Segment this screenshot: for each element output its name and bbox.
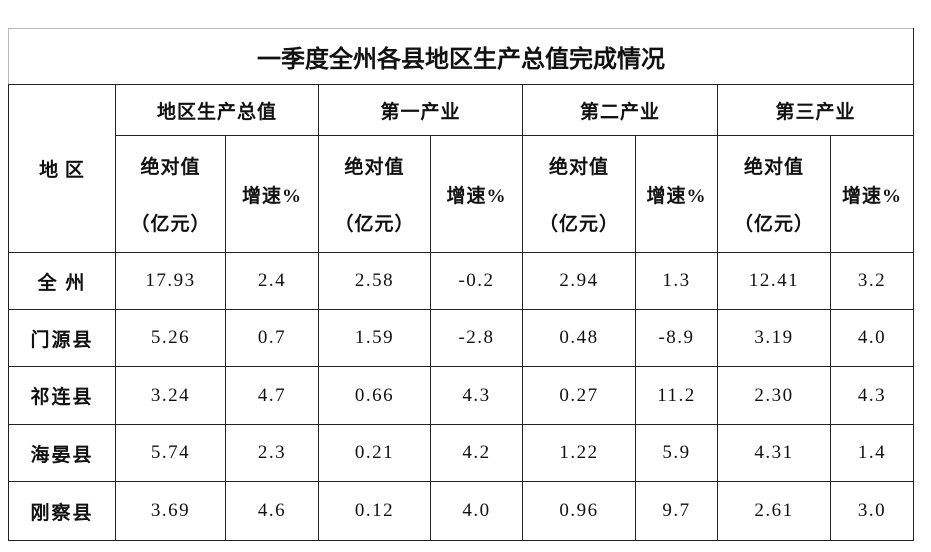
value-cell: 0.66 — [318, 366, 431, 425]
value-cell: 4.2 — [430, 424, 523, 482]
value-cell: 0.96 — [522, 481, 636, 541]
group-header: 地区生产总值 — [115, 84, 319, 136]
value-cell: 0.7 — [225, 309, 319, 367]
value-cell: 2.4 — [225, 252, 319, 310]
value-cell: 4.31 — [717, 424, 831, 482]
value-cell: 1.4 — [829, 424, 915, 482]
value-cell: -8.9 — [635, 309, 718, 367]
region-name: 海晏县 — [8, 424, 116, 482]
rate-header: 增速% — [635, 135, 718, 253]
table-row: 全 州 17.93 2.4 2.58 -0.2 2.94 1.3 12.41 3.2 — [8, 252, 915, 310]
table-row: 门源县 5.26 0.7 1.59 -2.8 0.48 -8.9 3.19 4.0 — [8, 309, 915, 367]
value-cell: -2.8 — [430, 309, 523, 367]
table-row: 刚察县 3.69 4.6 0.12 4.0 0.96 9.7 2.61 3.0 — [8, 481, 915, 541]
value-cell: -0.2 — [430, 252, 523, 310]
value-cell: 12.41 — [717, 252, 831, 310]
table-row: 海晏县 5.74 2.3 0.21 4.2 1.22 5.9 4.31 1.4 — [8, 424, 915, 482]
region-name: 祁连县 — [8, 366, 116, 425]
value-cell: 3.2 — [829, 252, 915, 310]
region-name: 门源县 — [8, 309, 116, 367]
value-cell: 4.0 — [430, 481, 523, 541]
abs-label: 绝对值 — [344, 157, 405, 178]
abs-unit: （亿元） — [334, 214, 415, 235]
value-cell: 5.26 — [115, 309, 226, 367]
abs-unit: （亿元） — [733, 214, 814, 235]
abs-header: 绝对值 （亿元） — [717, 135, 831, 253]
value-cell: 11.2 — [635, 366, 718, 425]
value-cell: 2.30 — [717, 366, 831, 425]
value-cell: 9.7 — [635, 481, 718, 541]
rate-header: 增速% — [225, 135, 319, 253]
table-row: 地 区地区生产总值 第一产业 第二产业 第三产业 — [8, 84, 915, 253]
value-cell: 5.9 — [635, 424, 718, 482]
rate-header: 增速% — [430, 135, 523, 253]
group-header: 第二产业 — [522, 84, 718, 136]
value-cell: 0.12 — [318, 481, 431, 541]
value-cell: 4.7 — [225, 366, 319, 425]
abs-label: 绝对值 — [743, 157, 804, 178]
value-cell: 1.3 — [635, 252, 718, 310]
table-title: 一季度全州各县地区生产总值完成情况 — [7, 28, 915, 85]
value-cell: 17.93 — [115, 252, 226, 310]
abs-label: 绝对值 — [548, 157, 609, 178]
rate-header: 增速% — [829, 135, 915, 253]
abs-unit: （亿元） — [130, 214, 211, 235]
region-header: 地 区 — [8, 84, 116, 253]
region-name: 刚察县 — [8, 481, 116, 541]
value-cell: 0.27 — [522, 366, 636, 425]
value-cell: 5.74 — [115, 424, 226, 482]
abs-header: 绝对值 （亿元） — [115, 135, 226, 253]
region-name: 全 州 — [8, 252, 116, 310]
value-cell: 1.59 — [318, 309, 431, 367]
group-header: 第一产业 — [318, 84, 523, 136]
value-cell: 1.22 — [522, 424, 636, 482]
table-row: 绝对值 （亿元） 增速% 绝对值 （亿元） 增速% 绝对值 （亿元） 增速% 绝对值 （亿元） 增速% — [9, 135, 915, 253]
value-cell: 2.94 — [522, 252, 636, 310]
value-cell: 4.6 — [225, 481, 319, 541]
abs-label: 绝对值 — [140, 157, 201, 178]
value-cell: 3.19 — [717, 309, 831, 367]
value-cell: 0.48 — [522, 309, 636, 367]
abs-header: 绝对值 （亿元） — [522, 135, 636, 253]
data-table: 一季度全州各县地区生产总值完成情况地 区地区生产总值 第一产业 第二产业 第三产业 绝对… — [7, 28, 915, 541]
value-cell: 4.0 — [829, 309, 915, 367]
table-row: 一季度全州各县地区生产总值完成情况 — [7, 28, 915, 85]
value-cell: 0.21 — [318, 424, 431, 482]
value-cell: 2.61 — [717, 481, 831, 541]
value-cell: 3.69 — [115, 481, 226, 541]
value-cell: 4.3 — [430, 366, 523, 425]
value-cell: 2.58 — [318, 252, 431, 310]
value-cell: 4.3 — [829, 366, 915, 425]
table-row: 祁连县 3.24 4.7 0.66 4.3 0.27 11.2 2.30 4.3 — [8, 366, 915, 425]
abs-unit: （亿元） — [538, 214, 619, 235]
value-cell: 2.3 — [225, 424, 319, 482]
value-cell: 3.0 — [829, 481, 915, 541]
value-cell: 3.24 — [115, 366, 226, 425]
group-header: 第三产业 — [716, 84, 915, 136]
abs-header: 绝对值 （亿元） — [318, 135, 431, 253]
